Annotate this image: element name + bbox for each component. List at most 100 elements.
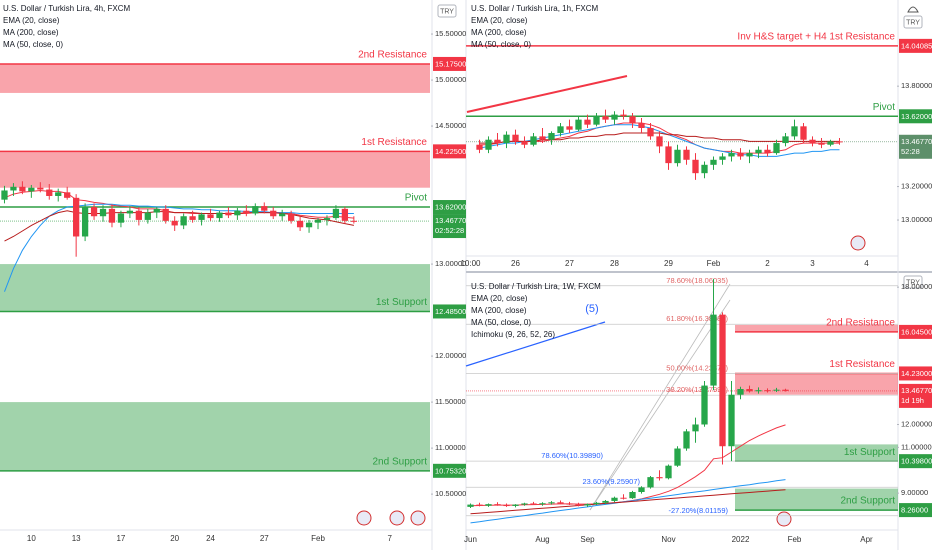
candle-body (485, 504, 492, 506)
candle-body (90, 207, 98, 217)
candle-body (503, 505, 510, 507)
candle-body (782, 389, 789, 391)
candle-body (539, 503, 546, 505)
level-zone (0, 402, 430, 471)
candle-body (620, 114, 627, 117)
level-price-box (899, 366, 932, 381)
y-tick-label: 13.80000 (901, 81, 932, 90)
chart-title: U.S. Dollar / Turkish Lira, 1W, FXCM (471, 282, 601, 291)
candle-body (620, 497, 627, 499)
x-tick-label: 28 (610, 259, 619, 268)
candle-body (350, 220, 357, 222)
candle-body (494, 504, 501, 506)
candle-body (252, 206, 259, 214)
level-label: 1st Support (376, 297, 427, 308)
candle-body (539, 136, 546, 140)
event-icon[interactable] (356, 510, 372, 526)
candle-body (737, 153, 744, 157)
candle-body (737, 389, 744, 395)
fib-diagonal (589, 283, 731, 511)
currency-box[interactable] (903, 275, 923, 289)
event-icon[interactable] (850, 235, 866, 251)
x-tick-label: Jun (464, 535, 477, 544)
y-tick-label: 13.00000 (901, 215, 932, 224)
candle-body (773, 143, 780, 154)
x-tick-label: 26 (511, 259, 520, 268)
level-price-box (899, 38, 932, 53)
candle-body (171, 220, 178, 226)
fib-label: -27.20%(8.01159) (669, 506, 729, 515)
x-tick-label: Aug (535, 535, 549, 544)
candle-body (476, 144, 483, 150)
candle-body (305, 222, 313, 228)
candle-body (73, 197, 80, 237)
level-zone (0, 264, 430, 312)
y-tick-label: 11.00000 (435, 443, 466, 452)
event-icon[interactable] (410, 510, 426, 526)
level-price-box (899, 109, 932, 124)
fib-label: 38.20%(13.27992) (666, 385, 728, 394)
x-tick-label: 10:00 (460, 259, 481, 268)
currency-box[interactable] (437, 4, 457, 18)
level-label: 1st Resistance (361, 137, 427, 148)
candle-body (557, 502, 564, 504)
y-tick-label: 14.50000 (435, 121, 466, 130)
legend-entry: MA (200, close) (3, 28, 59, 37)
candle-body (521, 503, 528, 505)
candle-body (557, 126, 564, 134)
candle-body (593, 116, 600, 125)
legend-entry: EMA (20, close) (471, 294, 528, 303)
level-price-label: 10.75320 (435, 466, 466, 475)
candle-body (270, 210, 277, 217)
level-price-label: 14.22500 (435, 147, 466, 156)
x-tick-label: 13 (72, 534, 81, 543)
candle-body (674, 149, 681, 164)
event-icon[interactable] (389, 510, 405, 526)
y-tick-label: 15.50000 (435, 29, 466, 38)
candle-body (647, 477, 654, 488)
alert-icon[interactable] (907, 6, 919, 13)
y-tick-label: 10.50000 (435, 489, 466, 498)
candle-body (207, 214, 214, 219)
candle-body (836, 141, 843, 143)
x-tick-label: 29 (664, 259, 673, 268)
candle-body (279, 213, 286, 217)
event-icon[interactable] (776, 511, 792, 527)
legend-entry: Ichimoku (9, 26, 52, 26) (471, 330, 555, 339)
level-price-box (433, 144, 466, 159)
y-tick-label: 13.00000 (435, 259, 466, 268)
legend-entry: MA (200, close) (471, 28, 527, 37)
x-tick-label: 24 (206, 534, 215, 543)
candle-body (503, 134, 510, 144)
candle-body (521, 141, 528, 145)
fib-label: 23.60%(9.25907) (582, 477, 640, 486)
candle-body (701, 164, 708, 174)
candle-body (566, 126, 573, 130)
currency-box[interactable] (903, 15, 923, 29)
candle-body (243, 210, 250, 214)
level-price-label: 12.48500 (435, 307, 466, 316)
legend-entry: EMA (20, close) (471, 16, 528, 25)
last-price-box (899, 134, 932, 159)
last-price-label: 13.46770 (435, 216, 466, 225)
legend-entry: MA (50, close, 0) (471, 40, 531, 49)
candle-body (692, 159, 699, 174)
candle-body (647, 128, 654, 137)
currency: TRY (440, 8, 454, 15)
y-tick-label: 11.00000 (901, 442, 932, 451)
legend-entry: MA (200, close) (471, 306, 527, 315)
candle-body (467, 504, 474, 507)
last-price-label: 13.46770 (901, 137, 932, 146)
candle-body (153, 208, 160, 213)
candle-body (216, 212, 223, 219)
level-price-label: 8.26000 (901, 506, 928, 515)
candle-body (755, 390, 762, 392)
candle-body (189, 216, 196, 220)
x-tick-label: 2 (765, 259, 770, 268)
ma-line (470, 489, 786, 515)
chart-title: U.S. Dollar / Turkish Lira, 1h, FXCM (471, 4, 598, 13)
x-tick-label: Feb (311, 534, 325, 543)
candle-body (665, 465, 672, 479)
countdown: 02:52:28 (435, 226, 464, 235)
candle-body (332, 208, 340, 219)
